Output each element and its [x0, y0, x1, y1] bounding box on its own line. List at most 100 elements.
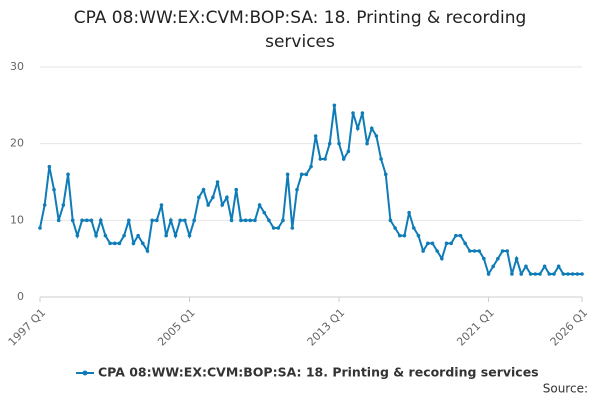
point — [112, 241, 117, 246]
point — [556, 264, 561, 269]
point — [374, 134, 379, 138]
x-tick-label: 2013 Q1 — [305, 306, 348, 349]
point — [276, 226, 281, 230]
point — [351, 111, 355, 115]
point — [547, 272, 552, 276]
point — [519, 272, 524, 276]
point — [360, 111, 365, 115]
point — [192, 218, 196, 223]
point — [496, 256, 500, 261]
point — [383, 172, 388, 177]
point — [327, 141, 332, 146]
point — [159, 203, 164, 207]
point — [281, 218, 285, 223]
point — [229, 218, 234, 223]
point — [70, 218, 75, 223]
point — [426, 241, 430, 246]
point — [323, 157, 327, 161]
series-line — [39, 105, 582, 277]
point — [510, 272, 514, 276]
point — [538, 272, 542, 276]
point — [285, 172, 290, 177]
point — [47, 164, 52, 169]
point — [580, 272, 584, 276]
point — [215, 180, 220, 184]
x-tick-label: 2005 Q1 — [155, 306, 198, 349]
point — [201, 187, 206, 192]
point — [117, 241, 122, 246]
point — [440, 256, 444, 261]
chart-title: CPA 08:WW:EX:CVM:BOP:SA: 18. Printing & … — [73, 8, 527, 52]
point — [234, 187, 239, 192]
point — [472, 249, 477, 253]
point — [131, 241, 136, 246]
point — [145, 249, 150, 253]
point — [206, 203, 211, 207]
point — [566, 272, 570, 276]
point — [136, 233, 140, 238]
point — [355, 126, 360, 131]
point — [56, 218, 61, 223]
point — [108, 241, 112, 246]
point — [570, 272, 575, 276]
point — [126, 218, 131, 223]
point — [500, 249, 505, 253]
point — [477, 249, 482, 253]
point — [253, 218, 257, 223]
point — [243, 218, 248, 223]
point — [173, 233, 178, 238]
point — [178, 218, 182, 223]
point — [164, 233, 168, 238]
point — [435, 249, 439, 253]
point — [187, 233, 192, 238]
point — [505, 249, 510, 253]
point — [66, 172, 70, 177]
point — [52, 187, 56, 192]
point — [486, 272, 491, 276]
point — [75, 233, 80, 238]
point — [411, 226, 416, 230]
point — [444, 241, 449, 246]
point — [341, 157, 346, 161]
point — [397, 233, 402, 238]
point — [514, 256, 519, 261]
point — [239, 218, 243, 223]
y-tick-label: 20 — [10, 137, 24, 150]
point — [575, 272, 580, 276]
point — [337, 141, 341, 146]
point — [402, 233, 407, 238]
point — [458, 233, 463, 238]
point — [220, 203, 225, 207]
point — [421, 249, 425, 253]
point — [225, 195, 229, 200]
legend-label: CPA 08:WW:EX:CVM:BOP:SA: 18. Printing & … — [98, 365, 539, 380]
point — [449, 241, 453, 246]
y-tick-label: 30 — [10, 60, 24, 73]
y-tick-label: 0 — [17, 290, 24, 303]
point — [393, 226, 397, 230]
point — [122, 233, 126, 238]
point — [561, 272, 566, 276]
point — [103, 233, 108, 238]
point — [304, 172, 309, 177]
point — [346, 149, 351, 154]
point — [524, 264, 528, 269]
point — [379, 157, 383, 161]
point — [388, 218, 393, 223]
point — [463, 241, 467, 246]
point — [454, 233, 458, 238]
point — [365, 141, 369, 146]
point — [491, 264, 496, 269]
point — [84, 218, 89, 223]
point — [430, 241, 435, 246]
point — [552, 272, 556, 276]
point — [468, 249, 472, 253]
point — [407, 210, 411, 215]
point — [183, 218, 187, 223]
point — [313, 134, 318, 138]
x-tick-label: 2021 Q1 — [454, 306, 497, 349]
point — [271, 226, 276, 230]
point — [211, 195, 215, 200]
